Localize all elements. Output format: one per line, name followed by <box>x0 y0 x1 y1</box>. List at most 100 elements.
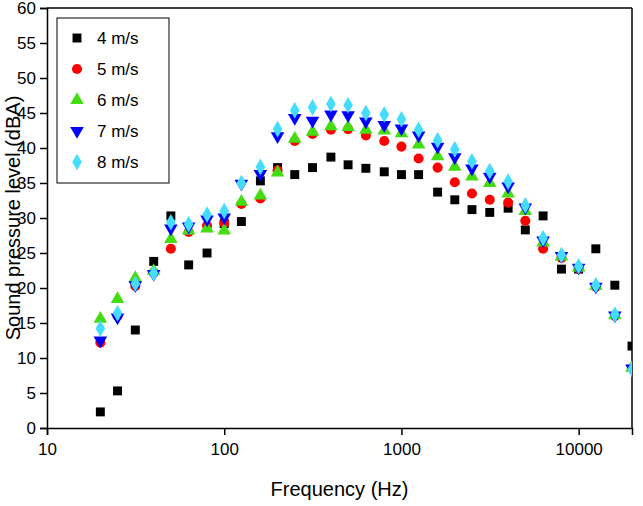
point <box>202 206 212 223</box>
point <box>503 173 513 190</box>
point <box>184 216 194 233</box>
point <box>485 195 495 205</box>
point <box>520 216 530 226</box>
tick-mark <box>578 428 580 435</box>
point <box>433 132 443 149</box>
point <box>96 320 106 337</box>
point <box>520 197 530 214</box>
x-axis: 10 100 1000 10000 <box>38 428 632 459</box>
point <box>485 163 495 180</box>
point <box>288 131 302 143</box>
point <box>308 163 317 172</box>
legend-marker <box>72 154 82 171</box>
point <box>485 208 494 217</box>
point <box>326 153 335 162</box>
tick-label: 10 <box>38 440 57 459</box>
plot-frame <box>47 7 632 9</box>
tick: 50 <box>17 69 47 88</box>
points <box>94 96 632 417</box>
legend-marker <box>70 92 84 104</box>
legend-marker <box>73 34 82 43</box>
tick-mark <box>40 428 47 430</box>
axis-line <box>40 9 48 429</box>
tick-mark <box>40 393 47 395</box>
point <box>237 217 246 226</box>
point <box>203 249 212 258</box>
chart: 101001000100000510152025303540455055604 … <box>0 0 643 506</box>
point <box>273 121 283 138</box>
point <box>414 153 424 163</box>
point <box>235 194 249 206</box>
tick-label: 50 <box>17 69 36 88</box>
tick-label: 1000 <box>383 440 421 459</box>
point <box>149 265 159 282</box>
point <box>467 188 477 198</box>
point <box>344 160 353 169</box>
point <box>254 188 268 200</box>
tick-mark <box>40 78 47 80</box>
point <box>414 121 424 138</box>
point <box>113 386 122 395</box>
point <box>574 258 584 275</box>
tick-label: 0 <box>27 419 36 438</box>
point <box>361 105 371 122</box>
axis-line <box>48 429 633 436</box>
point <box>290 102 300 119</box>
legend-box <box>57 18 169 183</box>
tick: 55 <box>17 34 47 53</box>
point <box>591 244 600 253</box>
point <box>396 142 406 152</box>
series <box>94 110 632 376</box>
legend-label: 4 m/s <box>97 29 139 48</box>
point <box>219 203 229 220</box>
point <box>591 277 601 294</box>
legend-label: 7 m/s <box>97 122 139 141</box>
tick: 100 <box>211 428 239 459</box>
tick-label: 55 <box>17 34 36 53</box>
tick-mark <box>40 148 47 150</box>
point <box>131 326 140 335</box>
point <box>397 111 407 128</box>
tick: 5 <box>27 384 47 403</box>
point <box>414 170 423 179</box>
point <box>271 165 285 177</box>
tick-mark <box>40 253 47 255</box>
point <box>521 225 530 234</box>
tick-mark <box>224 428 226 435</box>
point <box>397 170 406 179</box>
point <box>306 117 320 129</box>
point <box>539 211 548 220</box>
point <box>433 163 443 173</box>
point <box>343 97 353 114</box>
point <box>237 175 247 192</box>
legend-label: 5 m/s <box>97 60 139 79</box>
point <box>326 96 336 113</box>
tick-mark <box>40 8 47 10</box>
legend: 4 m/s 5 m/s 6 m/s 7 m/s 8 m/s <box>57 18 169 183</box>
point <box>113 305 123 322</box>
point <box>94 337 108 349</box>
point <box>557 247 567 264</box>
tick: 10 <box>38 428 57 459</box>
point <box>627 361 632 378</box>
point <box>610 306 620 323</box>
tick-mark <box>401 428 403 435</box>
point <box>308 99 318 116</box>
point <box>290 170 299 179</box>
tick: 10 <box>17 349 47 368</box>
tick-mark <box>40 218 47 220</box>
legend-label: 6 m/s <box>97 91 139 110</box>
tick-label: 10000 <box>556 440 603 459</box>
tick-label: 5 <box>27 384 36 403</box>
tick: 60 <box>17 0 47 18</box>
legend-label: 8 m/s <box>97 153 139 172</box>
point <box>379 106 389 123</box>
point <box>467 205 476 214</box>
point <box>111 291 125 303</box>
tick-mark <box>40 358 47 360</box>
series <box>94 118 632 371</box>
point <box>256 159 266 176</box>
point <box>131 275 141 292</box>
point <box>379 136 389 146</box>
point <box>503 198 513 208</box>
